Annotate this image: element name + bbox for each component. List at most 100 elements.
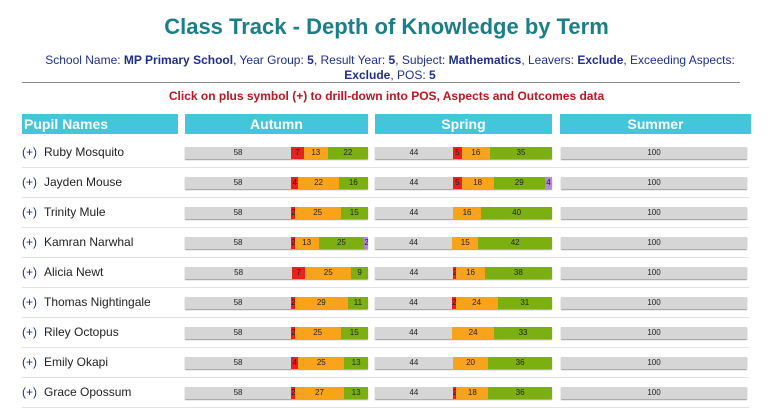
spring-purple-segment: 4 (544, 177, 552, 189)
pupil-name: Grace Opossum (44, 385, 132, 399)
year-label: , Year Group: (233, 53, 308, 67)
spring-grey-segment: 44 (375, 387, 453, 399)
summer-header: Summer (560, 114, 751, 134)
autumn-grey-segment: 58 (185, 177, 292, 189)
spring-red-segment: 2 (452, 387, 457, 399)
table-row: (+) Riley Octopus 58 2 25 15 44 24 33 100 (22, 318, 749, 348)
drilldown-plus-button[interactable]: (+) (22, 175, 37, 189)
autumn-grey-segment: 58 (185, 267, 293, 279)
leavers-label: , Leavers: (521, 53, 578, 67)
drilldown-plus-button[interactable]: (+) (22, 205, 37, 219)
drilldown-plus-button[interactable]: (+) (22, 355, 37, 369)
result-year-value: 5 (388, 53, 396, 67)
summer-grey-segment: 100 (561, 237, 747, 249)
spring-grey-segment: 44 (375, 147, 453, 159)
spring-orange-segment: 16 (461, 147, 491, 159)
spring-green-segment: 33 (494, 327, 552, 339)
drilldown-plus-button[interactable]: (+) (22, 325, 37, 339)
spring-bar: 44 2 24 31 (375, 297, 552, 309)
autumn-green-segment: 11 (347, 297, 368, 309)
spring-grey-segment: 44 (375, 207, 453, 219)
autumn-bar: 58 4 25 13 (185, 357, 368, 369)
leavers-value: Exclude (577, 53, 624, 67)
autumn-bar: 58 2 13 25 2 (185, 237, 368, 249)
spring-bar: 44 16 40 (375, 207, 552, 219)
row-divider (22, 287, 749, 288)
summer-grey-segment: 100 (561, 327, 747, 339)
pupil-name: Emily Okapi (44, 355, 109, 369)
spring-green-segment: 36 (488, 357, 552, 369)
autumn-orange-segment: 25 (305, 267, 352, 279)
table-row: (+) Emily Okapi 58 4 25 13 44 20 36 100 (22, 348, 749, 378)
autumn-red-segment: 2 (291, 207, 295, 219)
spring-bar: 44 15 42 (375, 237, 552, 249)
summer-bar: 100 (561, 207, 747, 219)
result-year-label: , Result Year: (313, 53, 389, 67)
spring-green-segment: 29 (493, 177, 545, 189)
autumn-grey-segment: 58 (185, 387, 292, 399)
autumn-grey-segment: 58 (185, 357, 292, 369)
spring-green-segment: 36 (488, 387, 552, 399)
autumn-red-segment: 2 (291, 387, 295, 399)
spring-bar: 44 5 18 29 4 (375, 177, 552, 189)
summer-grey-segment: 100 (561, 177, 747, 189)
autumn-green-segment: 13 (344, 387, 368, 399)
autumn-grey-segment: 58 (185, 297, 292, 309)
spring-orange-segment: 24 (452, 327, 495, 339)
spring-red-segment: 2 (452, 297, 456, 309)
autumn-red-segment: 2 (291, 237, 295, 249)
spring-red-segment: 5 (452, 147, 462, 159)
summer-grey-segment: 100 (561, 387, 747, 399)
drilldown-plus-button[interactable]: (+) (22, 235, 37, 249)
table-row: (+) Kamran Narwhal 58 2 13 25 2 44 15 42 100 (22, 228, 749, 258)
autumn-green-segment: 15 (340, 327, 368, 339)
autumn-orange-segment: 27 (294, 387, 345, 399)
row-divider (22, 257, 749, 258)
spring-grey-segment: 44 (375, 357, 453, 369)
autumn-green-segment: 25 (318, 237, 365, 249)
spring-green-segment: 31 (497, 297, 552, 309)
autumn-orange-segment: 25 (294, 207, 341, 219)
spring-grey-segment: 44 (375, 327, 453, 339)
exceeding-value: Exclude (344, 68, 391, 82)
summer-bar: 100 (561, 327, 747, 339)
drilldown-plus-button[interactable]: (+) (22, 385, 37, 399)
autumn-bar: 58 7 13 22 (185, 147, 368, 159)
autumn-green-segment: 9 (351, 267, 368, 279)
autumn-green-segment: 16 (338, 177, 368, 189)
autumn-orange-segment: 13 (294, 237, 319, 249)
exceeding-label: , Exceeding Aspects: (623, 53, 735, 67)
spring-green-segment: 38 (484, 267, 552, 279)
spring-orange-segment: 18 (456, 387, 489, 399)
autumn-red-segment: 7 (292, 267, 306, 279)
summer-bar: 100 (561, 267, 747, 279)
table-row: (+) Trinity Mule 58 2 25 15 44 16 40 100 (22, 198, 749, 228)
autumn-red-segment: 2 (291, 297, 295, 309)
spring-orange-segment: 24 (455, 297, 498, 309)
table-row: (+) Ruby Mosquito 58 7 13 22 44 5 16 35 100 (22, 138, 749, 168)
page-title: Class Track - Depth of Knowledge by Term (164, 14, 609, 39)
pupil-name: Ruby Mosquito (44, 145, 125, 159)
autumn-green-segment: 13 (344, 357, 368, 369)
spring-grey-segment: 44 (375, 297, 453, 309)
spring-header: Spring (375, 114, 552, 134)
table-row: (+) Thomas Nightingale 58 2 29 11 44 2 24 31 100 (22, 288, 749, 318)
autumn-orange-segment: 25 (294, 327, 341, 339)
summer-grey-segment: 100 (561, 297, 747, 309)
spring-grey-segment: 44 (375, 237, 453, 249)
drilldown-plus-button[interactable]: (+) (22, 295, 37, 309)
spring-red-segment: 2 (452, 267, 457, 279)
autumn-orange-segment: 29 (294, 297, 348, 309)
autumn-red-segment: 4 (291, 177, 299, 189)
autumn-bar: 58 2 25 15 (185, 207, 368, 219)
autumn-orange-segment: 25 (298, 357, 345, 369)
spring-bar: 44 24 33 (375, 327, 552, 339)
autumn-red-segment: 4 (291, 357, 299, 369)
spring-bar: 44 2 16 38 (375, 267, 552, 279)
drilldown-plus-button[interactable]: (+) (22, 265, 37, 279)
autumn-orange-segment: 13 (303, 147, 328, 159)
subject-label: , Subject: (395, 53, 449, 67)
drilldown-hint: Click on plus symbol (+) to drill-down i… (168, 89, 605, 103)
drilldown-plus-button[interactable]: (+) (22, 145, 37, 159)
row-divider (22, 167, 749, 168)
